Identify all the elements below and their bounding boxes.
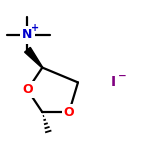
- Text: O: O: [22, 83, 33, 96]
- Text: O: O: [64, 106, 74, 119]
- Polygon shape: [25, 47, 43, 68]
- Text: I: I: [111, 75, 116, 89]
- Text: N: N: [22, 28, 33, 41]
- Text: −: −: [117, 71, 126, 81]
- Text: +: +: [31, 23, 39, 33]
